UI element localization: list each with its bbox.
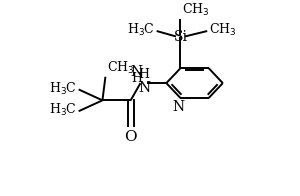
Text: Si: Si (173, 30, 188, 44)
Text: O: O (124, 130, 137, 144)
Text: CH$_3$: CH$_3$ (182, 2, 209, 18)
Text: H: H (139, 68, 150, 81)
Text: CH$_3$: CH$_3$ (209, 22, 236, 38)
Text: N: N (172, 100, 184, 114)
Text: H$_3$C: H$_3$C (50, 81, 77, 97)
Text: CH$_3$: CH$_3$ (107, 60, 134, 76)
Text: N: N (130, 64, 142, 79)
Text: N: N (138, 81, 150, 95)
Text: H: H (132, 72, 142, 85)
Text: H$_3$C: H$_3$C (128, 22, 155, 38)
Text: H$_3$C: H$_3$C (50, 102, 77, 118)
